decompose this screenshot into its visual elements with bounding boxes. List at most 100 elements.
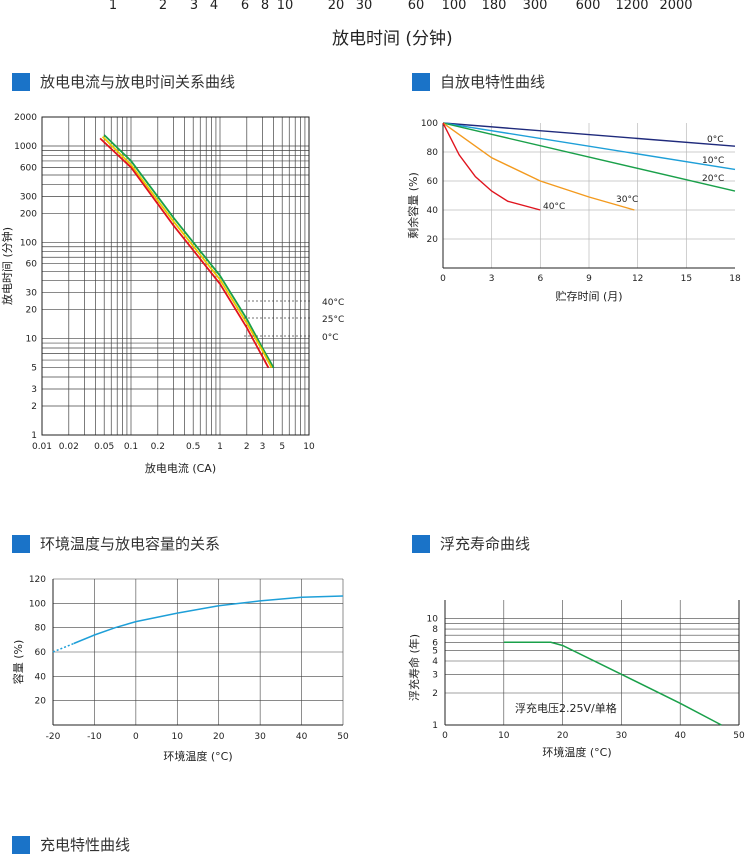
series-line bbox=[442, 122, 635, 211]
series-label: 40°C bbox=[543, 202, 565, 212]
series-label: 0°C bbox=[707, 135, 724, 145]
y-tick-label: 20 bbox=[35, 697, 47, 707]
series-label: 10°C bbox=[702, 156, 724, 166]
section-heading-self-discharge: 自放电特性曲线 bbox=[412, 71, 545, 92]
y-tick-label: 3 bbox=[432, 670, 438, 680]
y-axis-label: 浮充寿命 (年) bbox=[407, 634, 421, 701]
y-axis-label: 容量 (%) bbox=[11, 640, 25, 685]
section-marker-icon bbox=[412, 534, 430, 553]
top-tick: 2000 bbox=[659, 0, 693, 13]
y-tick-label: 3 bbox=[31, 385, 37, 395]
y-tick-label: 20 bbox=[26, 306, 38, 316]
top-tick: 180 bbox=[481, 0, 507, 13]
y-tick-label: 5 bbox=[432, 647, 438, 657]
series-line bbox=[101, 136, 273, 369]
series-line bbox=[442, 122, 736, 171]
legend-label: 40°C bbox=[322, 298, 344, 308]
top-tick: 2 bbox=[158, 0, 168, 13]
y-tick-label: 10 bbox=[427, 615, 439, 625]
x-tick-label: 5 bbox=[279, 442, 285, 452]
top-tick: 30 bbox=[355, 0, 373, 13]
y-tick-label: 2 bbox=[31, 402, 37, 412]
x-tick-label: 3 bbox=[260, 442, 266, 452]
section-heading-charge: 充电特性曲线 bbox=[12, 834, 130, 855]
y-tick-label: 8 bbox=[432, 625, 438, 635]
series-label: 20°C bbox=[702, 174, 724, 184]
x-tick-label: 50 bbox=[337, 732, 349, 742]
x-tick-label: 20 bbox=[557, 731, 569, 741]
x-tick-label: 15 bbox=[681, 274, 692, 284]
x-tick-label: 1 bbox=[217, 442, 223, 452]
x-axis-label: 贮存时间 (月) bbox=[555, 289, 622, 303]
x-tick-label: 2 bbox=[244, 442, 250, 452]
x-tick-label: -20 bbox=[46, 732, 61, 742]
x-tick-label: 10 bbox=[172, 732, 184, 742]
chart-self-discharge: 0 3 6 9 12 15 18 20 40 60 80 100 贮存时间 (月) 剩余容量 (%) 0°C… bbox=[406, 119, 741, 303]
x-tick-label: 0.1 bbox=[124, 442, 138, 452]
series-line bbox=[73, 595, 344, 645]
y-tick-label: 100 bbox=[29, 599, 46, 609]
x-tick-label: 0.5 bbox=[186, 442, 200, 452]
top-tick: 1 bbox=[108, 0, 118, 13]
series-label: 30°C bbox=[616, 195, 638, 205]
x-tick-label: 10 bbox=[498, 731, 510, 741]
top-tick: 100 bbox=[441, 0, 467, 13]
series-line bbox=[52, 642, 74, 653]
top-tick: 60 bbox=[407, 0, 425, 13]
chart-annotation: 浮充电压2.25V/单格 bbox=[515, 701, 617, 715]
x-axis-label: 环境温度 (°C) bbox=[542, 745, 611, 759]
x-tick-label: 0.02 bbox=[59, 442, 79, 452]
top-axis-title: 放电时间 (分钟) bbox=[332, 29, 453, 49]
y-tick-label: 30 bbox=[26, 289, 38, 299]
top-tick: 10 bbox=[276, 0, 294, 13]
section-title: 环境温度与放电容量的关系 bbox=[40, 535, 221, 553]
y-tick-label: 2000 bbox=[14, 113, 37, 123]
y-tick-label: 4 bbox=[432, 657, 438, 667]
y-tick-label: 60 bbox=[427, 177, 439, 187]
legend-label: 0°C bbox=[322, 333, 339, 343]
x-tick-label: 0 bbox=[440, 274, 446, 284]
plot-frame bbox=[41, 116, 310, 436]
x-tick-label: 0.2 bbox=[151, 442, 165, 452]
series-line bbox=[503, 641, 722, 726]
y-tick-label: 300 bbox=[20, 192, 37, 202]
y-tick-label: 200 bbox=[20, 209, 37, 219]
y-tick-label: 1 bbox=[31, 431, 37, 441]
y-tick-label: 80 bbox=[35, 624, 47, 634]
x-tick-label: 18 bbox=[729, 274, 741, 284]
top-tick: 6 bbox=[240, 0, 250, 13]
y-tick-label: 6 bbox=[432, 638, 438, 648]
y-tick-label: 80 bbox=[427, 148, 439, 158]
section-heading-temperature-capacity: 环境温度与放电容量的关系 bbox=[12, 533, 220, 554]
y-tick-label: 600 bbox=[20, 163, 37, 173]
y-tick-label: 10 bbox=[26, 335, 38, 345]
top-tick: 3 bbox=[189, 0, 199, 13]
x-tick-label: 0.01 bbox=[32, 442, 52, 452]
section-heading-discharge-current: 放电电流与放电时间关系曲线 bbox=[12, 71, 235, 92]
section-marker-icon bbox=[12, 835, 30, 854]
x-tick-label: 0 bbox=[133, 732, 139, 742]
top-tick: 20 bbox=[327, 0, 345, 13]
section-title: 自放电特性曲线 bbox=[440, 73, 546, 91]
section-title: 放电电流与放电时间关系曲线 bbox=[40, 73, 236, 91]
x-axis-label: 放电电流 (CA) bbox=[145, 461, 216, 475]
y-tick-label: 2 bbox=[432, 689, 438, 699]
top-tick: 4 bbox=[209, 0, 219, 13]
y-tick-label: 5 bbox=[31, 364, 37, 374]
y-tick-label: 60 bbox=[35, 648, 47, 658]
x-tick-label: 50 bbox=[733, 731, 745, 741]
y-axis-label: 放电时间 (分钟) bbox=[0, 227, 14, 305]
x-tick-label: 30 bbox=[254, 732, 266, 742]
series-line bbox=[442, 122, 541, 211]
y-tick-label: 40 bbox=[35, 672, 47, 682]
series-line bbox=[103, 134, 275, 369]
x-tick-label: 0.05 bbox=[94, 442, 114, 452]
top-tick: 300 bbox=[522, 0, 548, 13]
y-tick-label: 1000 bbox=[14, 142, 37, 152]
top-tick: 600 bbox=[575, 0, 601, 13]
x-tick-label: 12 bbox=[632, 274, 643, 284]
y-tick-label: 1 bbox=[432, 721, 438, 731]
x-tick-label: 3 bbox=[489, 274, 495, 284]
series-line bbox=[442, 122, 736, 192]
